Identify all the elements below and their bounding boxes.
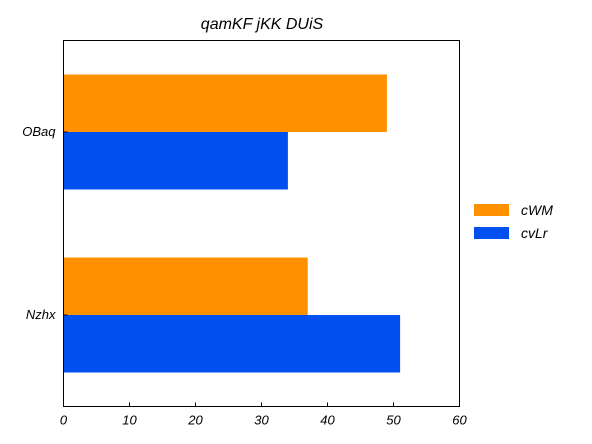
x-tick-label: 40	[320, 413, 335, 428]
legend-swatch-cWM	[474, 204, 509, 216]
x-tick-label: 30	[254, 413, 269, 428]
x-tick-label: 20	[187, 413, 203, 428]
bars-group	[64, 75, 401, 373]
bar-cWM-Nzhx	[64, 258, 308, 316]
y-axis: OBaq Nzhx	[22, 124, 67, 322]
y-tick-label: Nzhx	[26, 307, 56, 322]
legend: cWM cvLr	[474, 202, 553, 241]
x-tick-label: 60	[452, 413, 467, 428]
bar-cvLr-OBaq	[64, 132, 288, 190]
y-tick-label: OBaq	[22, 124, 56, 139]
legend-swatch-cvLr	[474, 227, 509, 239]
bar-cWM-OBaq	[64, 75, 387, 133]
bar-cvLr-Nzhx	[64, 315, 401, 373]
x-tick-label: 10	[122, 413, 137, 428]
legend-label-cvLr: cvLr	[521, 225, 549, 241]
legend-label-cWM: cWM	[521, 202, 553, 218]
x-tick-label: 50	[386, 413, 401, 428]
x-tick-label: 0	[60, 413, 68, 428]
chart-title: qamKF jKK DUiS	[201, 16, 324, 33]
